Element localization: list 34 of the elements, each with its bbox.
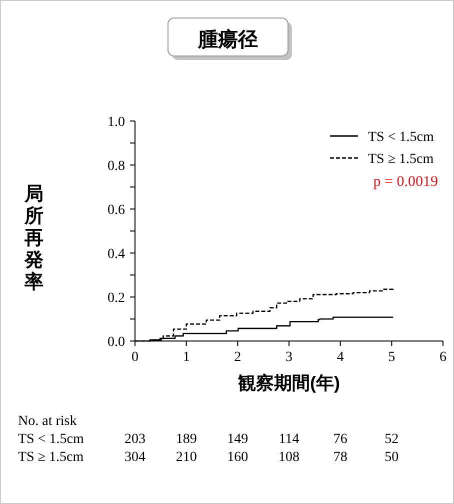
chart-title: 腫瘍径: [197, 28, 258, 51]
x-tick-label: 3: [286, 350, 292, 365]
text: 304: [124, 450, 146, 465]
text: 108: [278, 450, 300, 465]
legend-label: TS < 1.5cm: [368, 130, 434, 145]
x-tick-label: 5: [388, 350, 396, 365]
text: 76: [333, 432, 348, 447]
x-tick-label: 2: [234, 350, 242, 365]
text: 189: [176, 432, 197, 447]
text: No. at risk: [18, 414, 77, 429]
y-tick-label: 0.6: [108, 203, 125, 218]
text: 50: [384, 450, 399, 465]
text: 114: [278, 432, 300, 447]
x-tick-label: 6: [440, 350, 446, 365]
y-tick-label: 0.0: [108, 335, 125, 350]
text: 78: [333, 450, 348, 465]
x-axis-title: 観察期間(年): [237, 373, 340, 393]
y-tick-label: 0.4: [108, 247, 125, 262]
annotation: p = 0.0019: [373, 174, 438, 190]
y-tick-label: 0.8: [108, 159, 125, 174]
text: 52: [384, 432, 399, 447]
text: TS ≥ 1.5cm: [18, 450, 84, 465]
y-axis-title: 局所再発率: [24, 184, 44, 293]
text: 203: [124, 432, 146, 447]
x-tick-label: 0: [132, 350, 138, 365]
text: 210: [176, 450, 197, 465]
y-tick-label: 0.2: [108, 291, 125, 306]
text: 149: [227, 432, 248, 447]
x-tick-label: 4: [336, 350, 344, 365]
text: 160: [227, 450, 248, 465]
y-tick-label: 1.0: [108, 115, 125, 130]
legend-label: TS ≥ 1.5cm: [368, 152, 434, 167]
x-tick-label: 1: [182, 350, 190, 365]
text: TS < 1.5cm: [18, 432, 84, 447]
